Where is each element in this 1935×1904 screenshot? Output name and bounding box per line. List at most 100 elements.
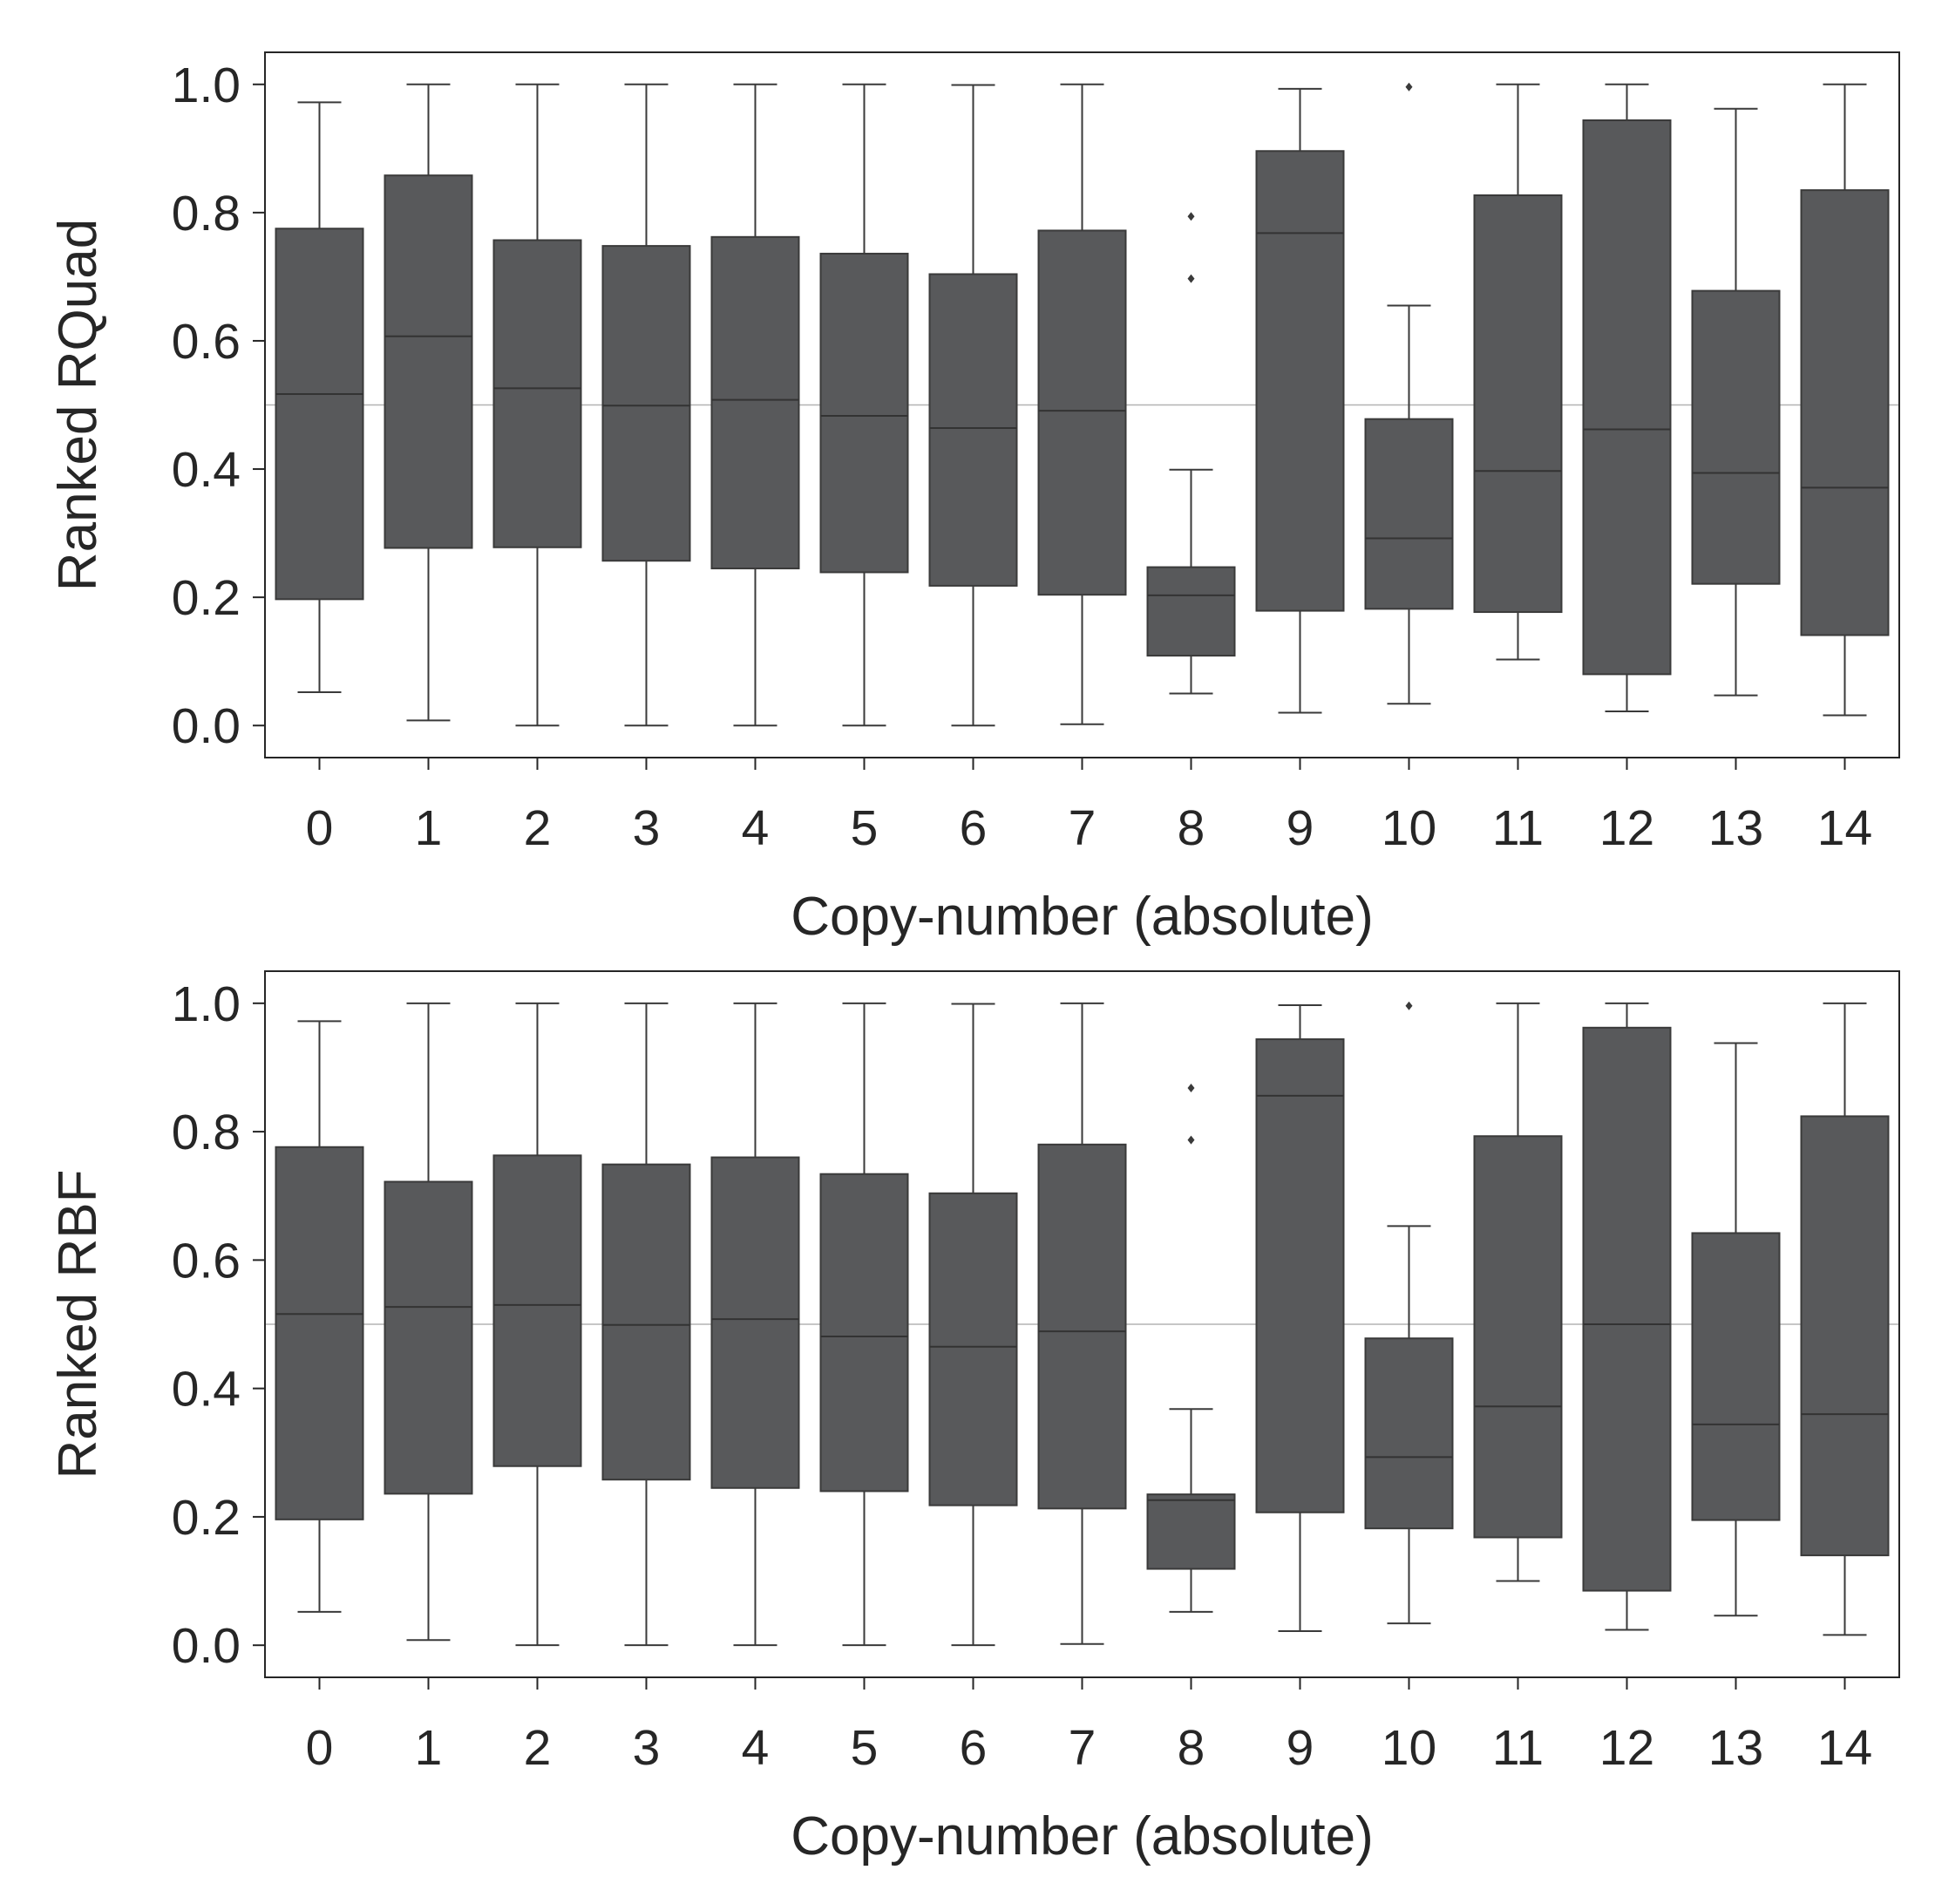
y-tick-label: 0.8 [172, 186, 241, 241]
box-body [1364, 418, 1454, 610]
box-body [1255, 150, 1345, 612]
box-body [1473, 194, 1563, 614]
box-14 [1800, 83, 1890, 717]
box-8 [1146, 212, 1236, 695]
box-0 [275, 1020, 364, 1613]
box-4 [710, 1002, 800, 1647]
box-body [1364, 1337, 1454, 1530]
box-14 [1800, 1002, 1890, 1636]
box-10 [1364, 82, 1454, 705]
y-tick-label: 1.0 [172, 976, 241, 1032]
x-tick-label: 11 [1492, 1720, 1544, 1776]
box-2 [492, 83, 582, 727]
y-tick-label: 1.0 [172, 58, 241, 113]
box-11 [1473, 1002, 1563, 1582]
y-tick-label: 0.4 [172, 442, 241, 498]
box-body [1691, 1232, 1781, 1521]
y-tick-label: 0.0 [172, 698, 241, 754]
box-body [1146, 566, 1236, 657]
x-tick-label: 12 [1599, 800, 1654, 856]
box-body [384, 1180, 473, 1495]
box-3 [601, 83, 691, 727]
box-3 [601, 1002, 691, 1647]
box-body [275, 1146, 364, 1520]
x-tick-label: 0 [306, 1720, 334, 1776]
x-tick-label: 7 [1069, 1720, 1096, 1776]
x-tick-label: 9 [1287, 800, 1314, 856]
box-11 [1473, 83, 1563, 661]
x-tick-label: 10 [1382, 1720, 1436, 1776]
outlier-point [1405, 1001, 1413, 1010]
box-1 [384, 83, 473, 722]
outlier-point [1187, 274, 1195, 283]
y-tick-label: 0.2 [172, 1490, 241, 1546]
x-tick-label: 1 [415, 800, 443, 856]
x-tick-label: 4 [742, 800, 770, 856]
x-tick-label: 1 [415, 1720, 443, 1776]
chart-panel-2: 0.00.20.40.60.81.00 1 2 3 4 5 6 7 8 9 10 11 12 13 14Co… [48, 970, 1900, 1867]
box-body [928, 273, 1018, 587]
x-tick-label: 13 [1708, 1720, 1763, 1776]
box-body [819, 1173, 909, 1493]
x-tick-label: 8 [1178, 1720, 1205, 1776]
outlier-point [1187, 212, 1195, 221]
outlier-point [1187, 1135, 1195, 1145]
box-body [601, 245, 691, 562]
x-tick-label: 2 [524, 1720, 552, 1776]
x-tick-label: 3 [633, 800, 661, 856]
box-body [1037, 229, 1127, 596]
x-tick-label: 12 [1599, 1720, 1654, 1776]
box-body [819, 252, 909, 574]
box-12 [1582, 1002, 1672, 1631]
box-1 [384, 1002, 473, 1642]
x-tick-label: 11 [1492, 800, 1544, 856]
box-body [710, 235, 800, 570]
box-body [492, 239, 582, 548]
box-8 [1146, 1084, 1236, 1613]
box-9 [1255, 1004, 1345, 1632]
box-7 [1037, 83, 1127, 725]
x-tick-label: 13 [1708, 800, 1763, 856]
box-body [275, 228, 364, 601]
x-tick-label: 10 [1382, 800, 1436, 856]
box-body [601, 1163, 691, 1481]
y-axis-title: Ranked RBF [48, 1170, 108, 1479]
box-body [384, 174, 473, 549]
box-6 [928, 1003, 1018, 1647]
outlier-point [1405, 82, 1413, 92]
y-tick-label: 0.4 [172, 1362, 241, 1418]
box-6 [928, 84, 1018, 727]
chart-panel-1: 0.00.20.40.60.81.00 1 2 3 4 5 6 7 8 9 10 11 12 13 14Co… [48, 51, 1900, 947]
box-5 [819, 1002, 909, 1647]
x-tick-label: 14 [1817, 1720, 1872, 1776]
box-10 [1364, 1001, 1454, 1625]
box-body [492, 1154, 582, 1467]
box-body [1146, 1493, 1236, 1570]
box-body [710, 1156, 800, 1489]
x-tick-label: 5 [851, 800, 879, 856]
x-tick-label: 4 [742, 1720, 770, 1776]
x-tick-label: 5 [851, 1720, 879, 1776]
x-tick-label: 3 [633, 1720, 661, 1776]
box-12 [1582, 83, 1672, 713]
box-body [1473, 1135, 1563, 1539]
x-tick-label: 7 [1069, 800, 1096, 856]
box-0 [275, 101, 364, 693]
outlier-point [1187, 1084, 1195, 1093]
box-body [1037, 1143, 1127, 1510]
y-tick-label: 0.0 [172, 1618, 241, 1674]
x-axis-title: Copy-number (absolute) [791, 1806, 1374, 1867]
x-tick-label: 2 [524, 800, 552, 856]
y-tick-label: 0.6 [172, 1233, 241, 1289]
box-7 [1037, 1002, 1127, 1645]
box-9 [1255, 87, 1345, 714]
y-tick-label: 0.2 [172, 570, 241, 626]
x-tick-label: 6 [960, 800, 988, 856]
box-body [1582, 1026, 1672, 1592]
box-body [1255, 1038, 1345, 1513]
box-body [1800, 189, 1890, 636]
x-axis-title: Copy-number (absolute) [791, 887, 1374, 947]
x-tick-label: 0 [306, 800, 334, 856]
